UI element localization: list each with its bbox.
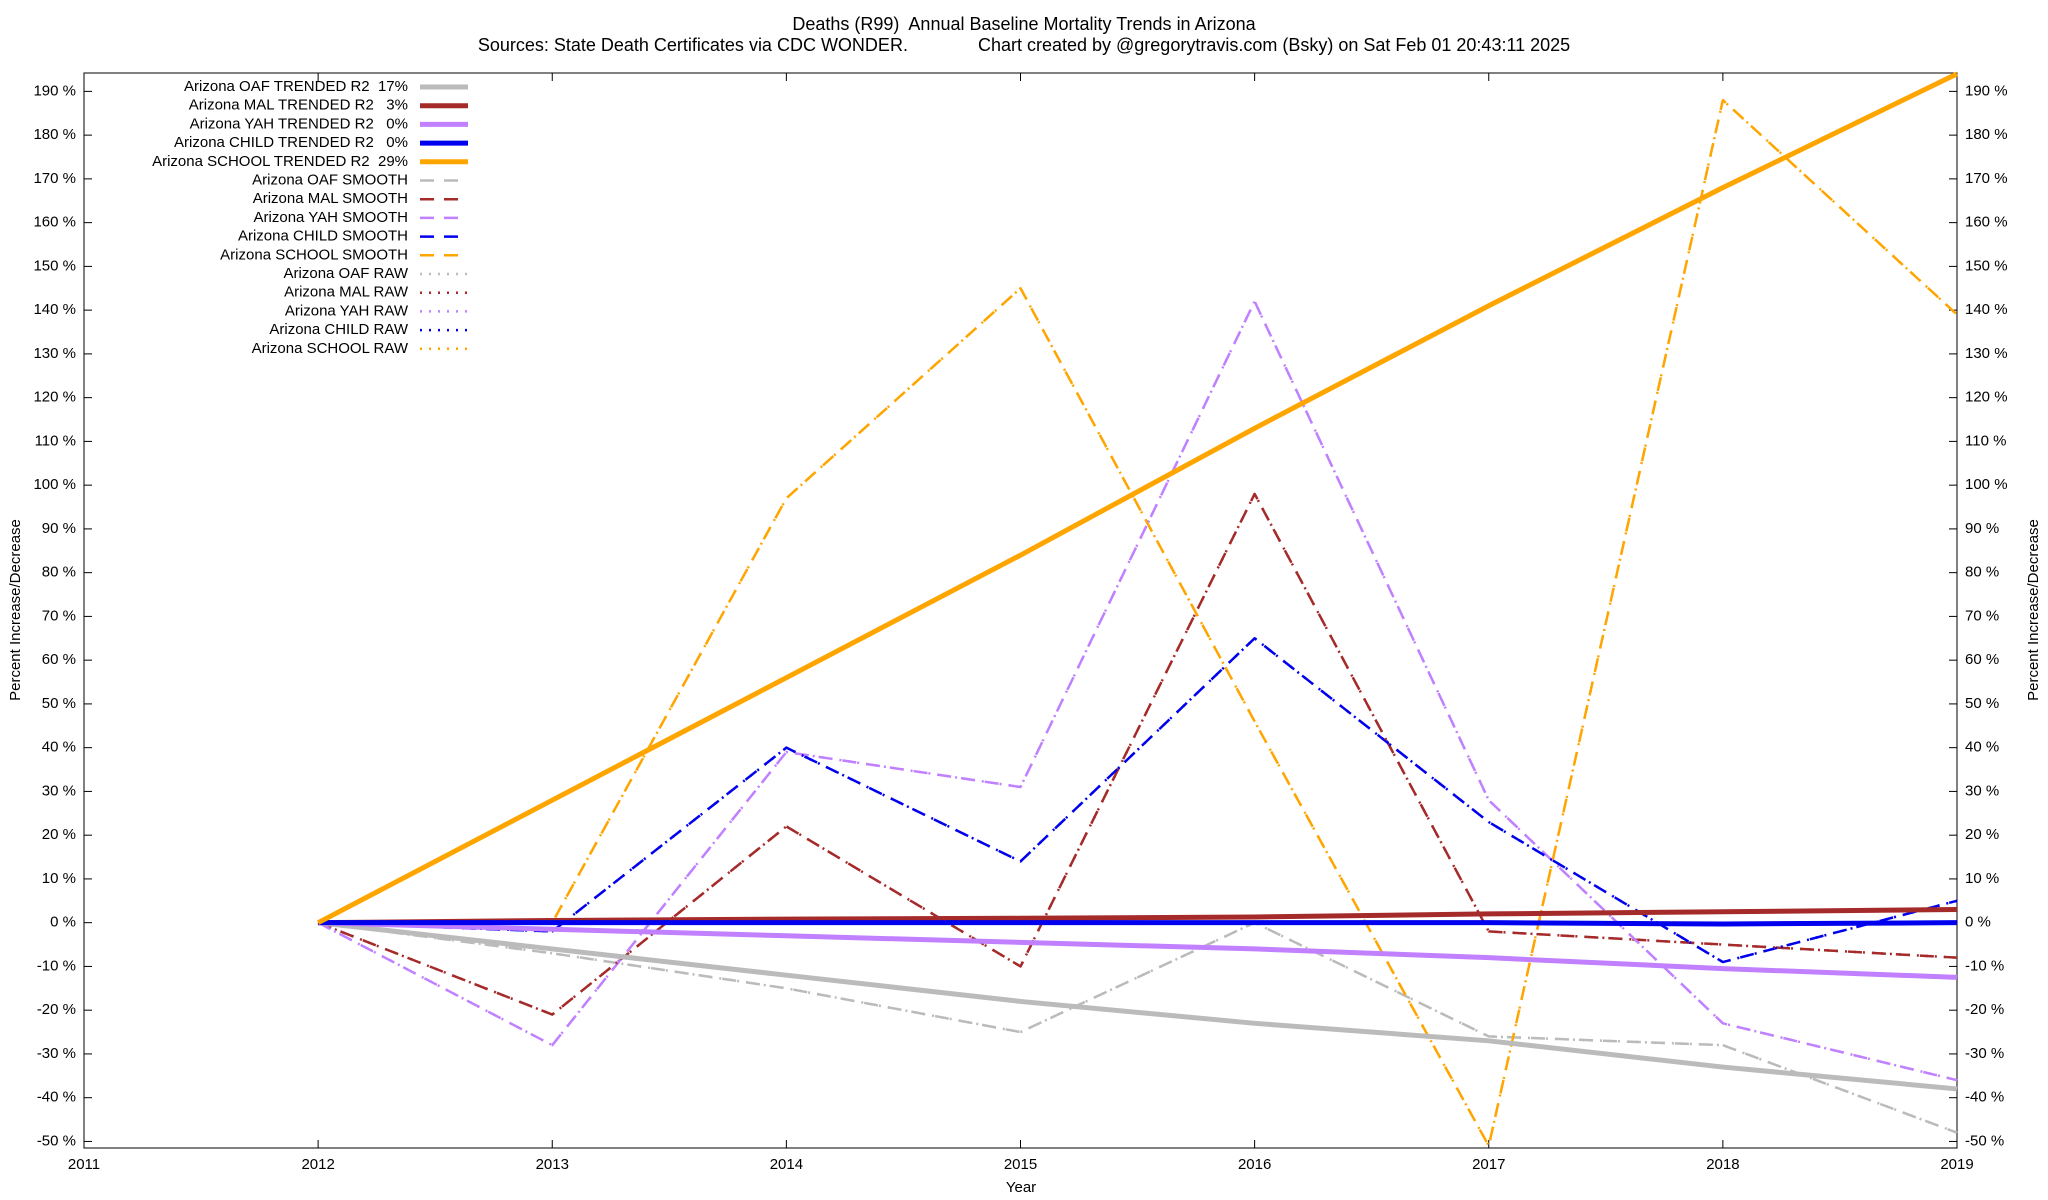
- legend-label: Arizona YAH RAW: [285, 302, 409, 319]
- y-tick-label: -10 %: [37, 957, 76, 974]
- y2-tick-label: 120 %: [1965, 389, 2008, 406]
- legend-label: Arizona YAH SMOOTH: [254, 209, 408, 226]
- legend-label: Arizona MAL SMOOTH: [253, 190, 408, 207]
- y-tick-label: -20 %: [37, 1001, 76, 1018]
- y-tick-label: 130 %: [33, 345, 76, 362]
- y2-tick-label: 20 %: [1965, 826, 1999, 843]
- x-tick-label: 2015: [1004, 1156, 1037, 1173]
- legend-label: Arizona SCHOOL TRENDED R2 29%: [152, 153, 408, 170]
- series-line: [318, 637, 1958, 964]
- y2-tick-label: 60 %: [1965, 651, 1999, 668]
- x-tick-label: 2011: [68, 1156, 100, 1173]
- y2-tick-label: 0 %: [1965, 914, 1991, 931]
- y-tick-label: 70 %: [42, 607, 76, 624]
- y2-tick-label: -10 %: [1965, 957, 2004, 974]
- x-tick-label: 2014: [770, 1156, 803, 1173]
- y2-tick-label: 30 %: [1965, 782, 1999, 799]
- x-tick-label: 2018: [1706, 1156, 1739, 1173]
- chart-subtitle: Sources: State Death Certificates via CD…: [478, 35, 1570, 55]
- y-tick-label: 20 %: [42, 826, 76, 843]
- x-tick-label: 2016: [1238, 1156, 1271, 1173]
- y-tick-label: 90 %: [42, 520, 76, 537]
- y2-tick-label: -20 %: [1965, 1001, 2004, 1018]
- y2-tick-label: 170 %: [1965, 170, 2008, 187]
- x-tick-label: 2017: [1472, 1156, 1505, 1173]
- series-line: [318, 98, 1958, 1148]
- series-line: [318, 98, 1958, 1148]
- series-line: [317, 921, 1958, 1134]
- series-line: [316, 71, 1959, 925]
- y-tick-label: 110 %: [35, 432, 76, 449]
- series-line: [317, 492, 1958, 1016]
- y2-tick-label: 150 %: [1965, 257, 2008, 274]
- y-tick-label: 150 %: [33, 257, 76, 274]
- legend-label: Arizona CHILD TRENDED R2 0%: [174, 134, 408, 151]
- y-tick-label: 80 %: [42, 564, 76, 581]
- y-tick-label: 40 %: [42, 739, 76, 756]
- x-tick-label: 2012: [301, 1156, 334, 1173]
- legend-label: Arizona OAF RAW: [284, 265, 409, 282]
- legend-label: Arizona OAF SMOOTH: [252, 171, 408, 188]
- series-line: [317, 492, 1958, 1016]
- y2-tick-label: -40 %: [1965, 1089, 2004, 1106]
- legend-label: Arizona CHILD SMOOTH: [238, 228, 408, 245]
- y2-tick-label: 50 %: [1965, 695, 1999, 712]
- y2-tick-label: 100 %: [1965, 476, 2008, 493]
- y-tick-label: 160 %: [33, 214, 76, 231]
- y-tick-label: 30 %: [42, 782, 76, 799]
- x-tick-label: 2019: [1940, 1156, 1973, 1173]
- y-tick-label: 100 %: [33, 476, 76, 493]
- y-tick-label: 10 %: [42, 870, 76, 887]
- y2-tick-label: 70 %: [1965, 607, 1999, 624]
- series-line: [317, 300, 1958, 1082]
- y2-tick-label: 190 %: [1965, 82, 2008, 99]
- series-line: [318, 920, 1958, 927]
- y2-tick-label: 140 %: [1965, 301, 2008, 318]
- y2-tick-label: 110 %: [1965, 432, 2006, 449]
- chart-title: Deaths (R99) Annual Baseline Mortality T…: [792, 14, 1256, 34]
- y2-tick-label: 40 %: [1965, 739, 1999, 756]
- y2-tick-label: 80 %: [1965, 564, 1999, 581]
- y-tick-label: 190 %: [33, 82, 76, 99]
- x-axis-label: Year: [1006, 1179, 1036, 1196]
- series-line: [317, 300, 1958, 1082]
- legend-label: Arizona MAL RAW: [284, 284, 409, 301]
- y2-tick-label: 10 %: [1965, 870, 1999, 887]
- legend-label: Arizona SCHOOL SMOOTH: [220, 246, 408, 263]
- y2-tick-label: 130 %: [1965, 345, 2008, 362]
- legend-label: Arizona MAL TRENDED R2 3%: [189, 97, 408, 114]
- y-tick-label: -40 %: [37, 1089, 76, 1106]
- series-line: [317, 920, 1958, 1092]
- y2-tick-label: 160 %: [1965, 214, 2008, 231]
- legend-label: Arizona YAH TRENDED R2 0%: [190, 115, 408, 132]
- y2-axis-label: Percent Increase/Decrease: [2025, 519, 2042, 701]
- series-line: [318, 920, 1958, 980]
- legend-label: Arizona CHILD RAW: [269, 321, 408, 338]
- y-tick-label: 180 %: [33, 126, 76, 143]
- y-tick-label: 50 %: [42, 695, 76, 712]
- y-tick-label: -30 %: [37, 1045, 76, 1062]
- legend-label: Arizona OAF TRENDED R2 17%: [184, 78, 408, 95]
- y-tick-label: 170 %: [33, 170, 76, 187]
- y2-tick-label: 180 %: [1965, 126, 2008, 143]
- y-tick-label: 60 %: [42, 651, 76, 668]
- y-tick-label: 120 %: [33, 389, 76, 406]
- y2-tick-label: -50 %: [1965, 1132, 2004, 1149]
- y-tick-label: -50 %: [37, 1132, 76, 1149]
- y2-tick-label: 90 %: [1965, 520, 1999, 537]
- y-tick-label: 140 %: [33, 301, 76, 318]
- legend-label: Arizona SCHOOL RAW: [252, 340, 409, 357]
- y-tick-label: 0 %: [50, 914, 76, 931]
- y-axis-label: Percent Increase/Decrease: [7, 519, 24, 701]
- y2-tick-label: -30 %: [1965, 1045, 2004, 1062]
- x-tick-label: 2013: [536, 1156, 569, 1173]
